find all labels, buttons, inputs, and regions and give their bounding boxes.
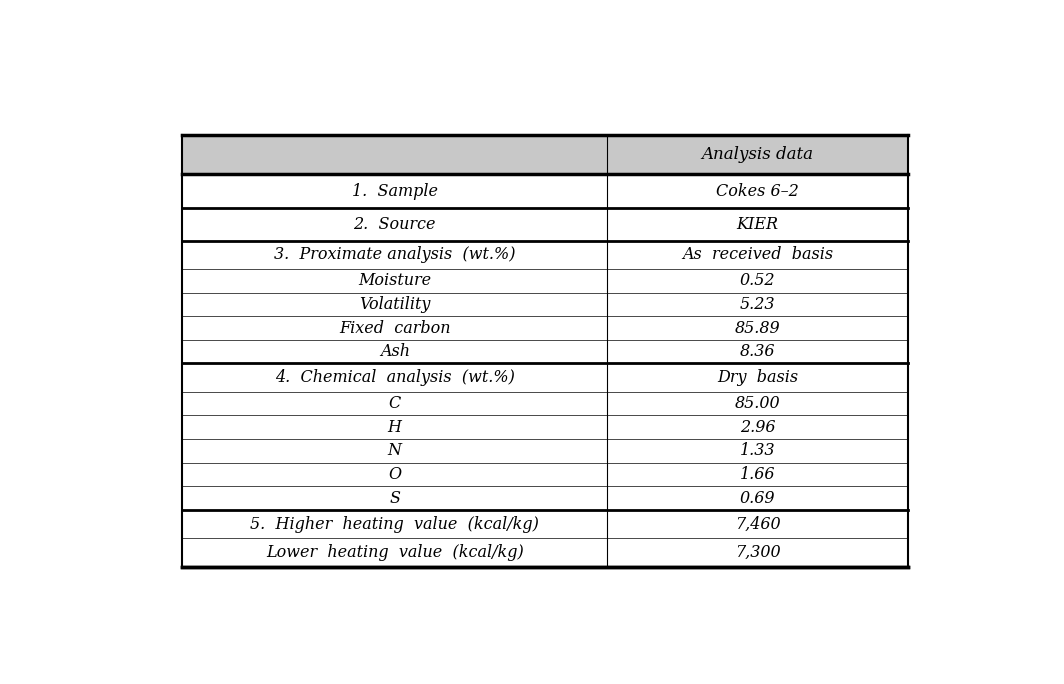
Text: As  received  basis: As received basis — [682, 246, 833, 263]
Text: Cokes 6–2: Cokes 6–2 — [716, 183, 799, 200]
Text: Ash: Ash — [380, 343, 410, 360]
Bar — [183, 392, 908, 415]
Bar — [183, 486, 908, 510]
Text: 5.  Higher  heating  value  (kcal/kg): 5. Higher heating value (kcal/kg) — [250, 516, 539, 533]
Text: Dry  basis: Dry basis — [717, 369, 798, 386]
Text: 7,300: 7,300 — [735, 544, 780, 561]
Text: 3.  Proximate analysis  (wt.%): 3. Proximate analysis (wt.%) — [273, 246, 515, 263]
Bar — [183, 269, 908, 293]
Bar — [183, 462, 908, 486]
Text: 0.69: 0.69 — [739, 490, 776, 507]
Text: 1.66: 1.66 — [739, 466, 776, 483]
Text: 1.  Sample: 1. Sample — [352, 183, 437, 200]
Bar — [183, 340, 908, 363]
Text: C: C — [388, 395, 401, 412]
Text: Fixed  carbon: Fixed carbon — [339, 319, 450, 337]
Text: 8.36: 8.36 — [739, 343, 776, 360]
Bar — [183, 415, 908, 439]
Text: 2.  Source: 2. Source — [353, 215, 436, 233]
Text: Volatility: Volatility — [359, 296, 431, 313]
Text: 5.23: 5.23 — [739, 296, 776, 313]
Bar — [183, 363, 908, 392]
Text: KIER: KIER — [736, 215, 779, 233]
Bar — [183, 174, 908, 207]
Text: 85.89: 85.89 — [735, 319, 780, 337]
Text: 4.  Chemical  analysis  (wt.%): 4. Chemical analysis (wt.%) — [275, 369, 515, 386]
Text: 85.00: 85.00 — [735, 395, 780, 412]
Bar — [183, 241, 908, 269]
Text: 0.52: 0.52 — [739, 272, 776, 289]
Text: O: O — [388, 466, 401, 483]
Bar — [183, 538, 908, 566]
Text: 7,460: 7,460 — [735, 516, 780, 533]
Bar — [183, 316, 908, 340]
Text: 2.96: 2.96 — [739, 419, 776, 436]
Bar — [183, 439, 908, 462]
Bar — [183, 207, 908, 241]
Text: Analysis data: Analysis data — [701, 146, 814, 163]
Text: N: N — [387, 443, 402, 460]
Text: 1.33: 1.33 — [739, 443, 776, 460]
Bar — [183, 135, 908, 174]
Bar — [183, 510, 908, 538]
Text: S: S — [389, 490, 400, 507]
Text: H: H — [387, 419, 402, 436]
Text: Moisture: Moisture — [359, 272, 431, 289]
Text: Lower  heating  value  (kcal/kg): Lower heating value (kcal/kg) — [266, 544, 523, 561]
Bar — [183, 293, 908, 316]
